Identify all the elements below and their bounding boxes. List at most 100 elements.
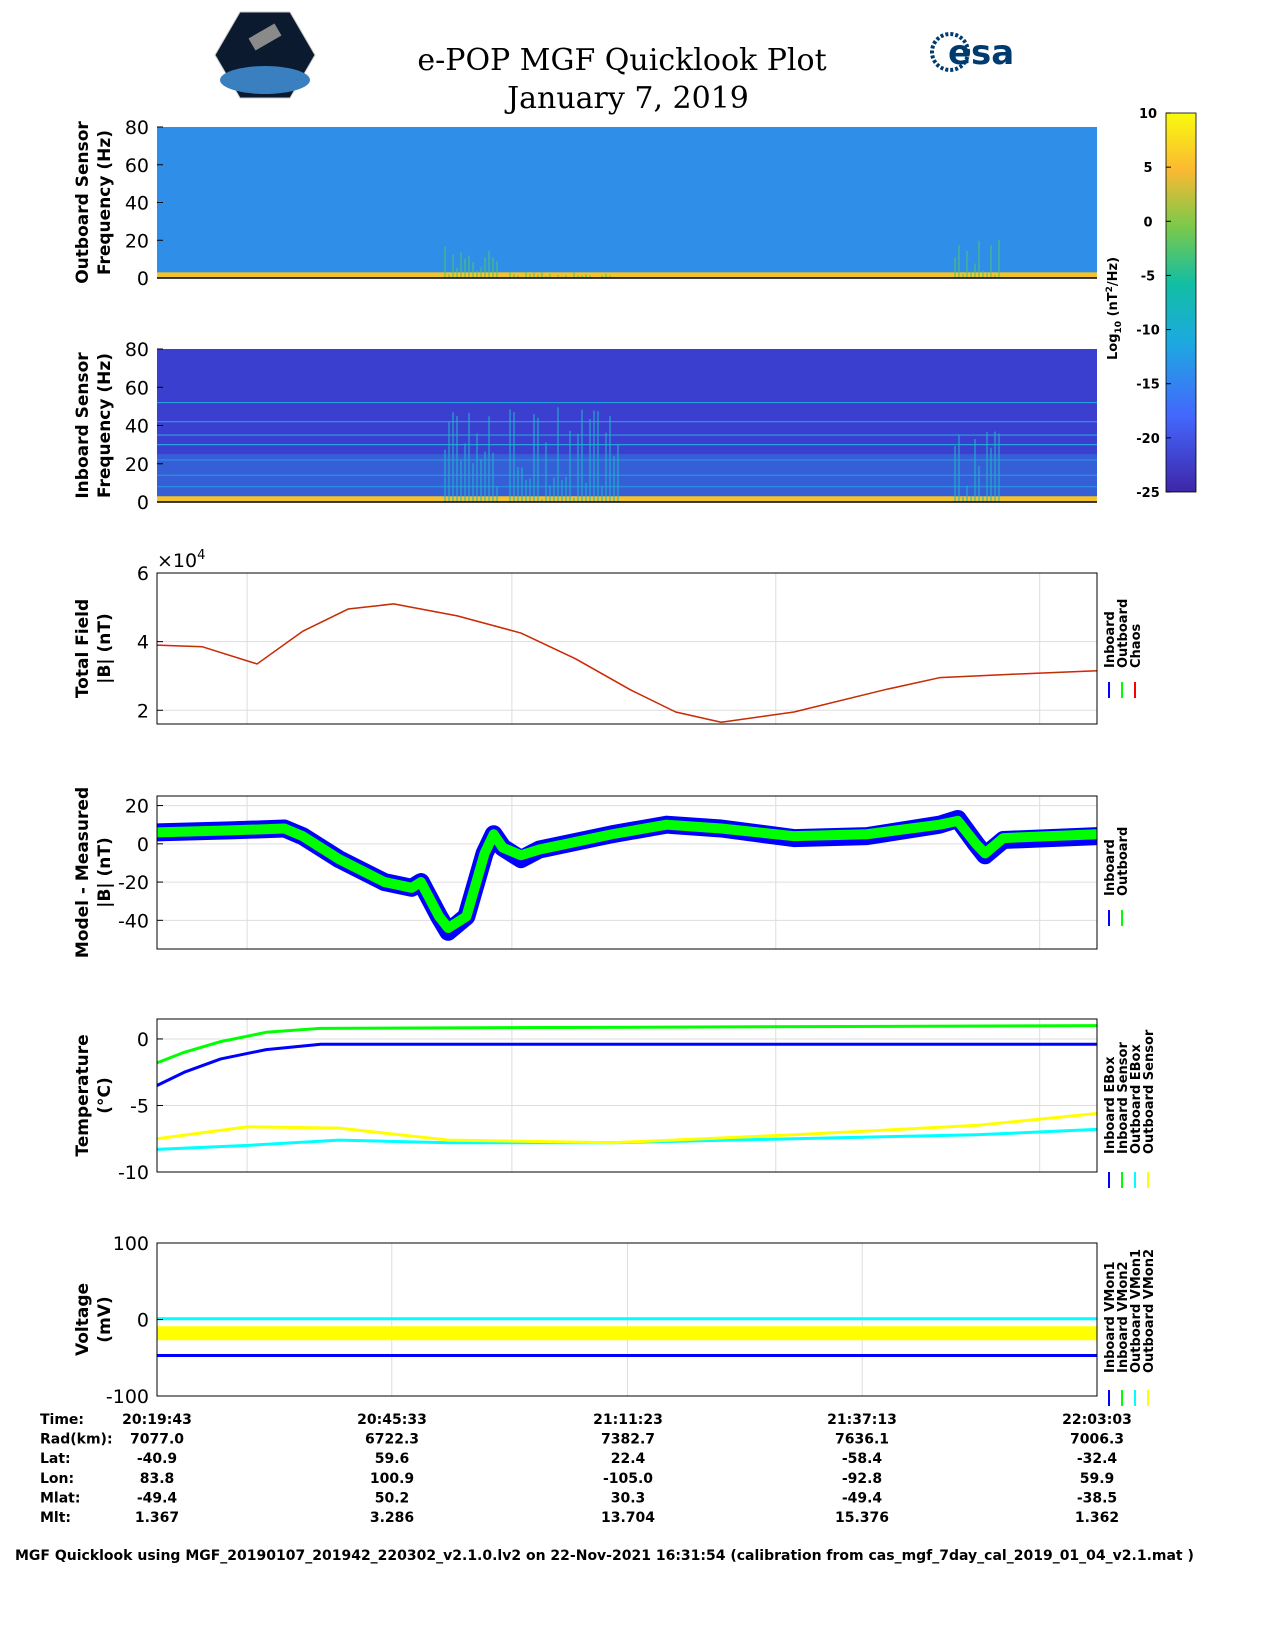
table-cell: 20:45:33 xyxy=(357,1412,427,1428)
y-tick-label: 2 xyxy=(137,700,149,722)
legend-label: Outboard VMon2 xyxy=(1142,1249,1157,1373)
spectrogram-lowband xyxy=(157,454,1097,498)
colorbar: 10 5 0 -5 -10 -15 -20 -25 Log10 (nT2/Hz) xyxy=(1105,107,1196,501)
outboard-spec-panel: 80 60 40 20 0 Outboard Sensor Frequency (Hz) xyxy=(73,117,1097,290)
table-cell: 22:03:03 xyxy=(1062,1412,1132,1428)
cassiope-logo xyxy=(215,12,315,98)
table-cell: 1.367 xyxy=(135,1510,179,1526)
colorbar-tick-label: 10 xyxy=(1139,107,1157,122)
table-cell: -49.4 xyxy=(842,1490,883,1506)
table-cell: 83.8 xyxy=(140,1471,175,1487)
total-field-panel: InboardOutboardChaos×104246Total Field |B… xyxy=(73,548,1144,724)
y-tick-label: 80 xyxy=(125,117,149,139)
colorbar-tick-label: 0 xyxy=(1143,215,1152,230)
y-tick-label: -40 xyxy=(118,910,149,932)
y-axis-label: |B| (nT) xyxy=(95,613,115,684)
table-cell: -32.4 xyxy=(1077,1451,1118,1467)
y-tick-label: 20 xyxy=(125,230,149,252)
y-tick-label: 0 xyxy=(137,492,149,514)
orbit-table: Time: Rad(km): Lat: Lon: Mlat: Mlt: 20:19:43 70… xyxy=(40,1412,1132,1526)
colorbar-tick-label: -5 xyxy=(1141,269,1155,284)
y-tick-label: 100 xyxy=(113,1233,149,1255)
legend-label: Outboard Sensor xyxy=(1142,1029,1157,1154)
footer-note: MGF Quicklook using MGF_20190107_201942_… xyxy=(15,1548,1194,1564)
table-cell: 22.4 xyxy=(611,1451,646,1467)
y-axis-label: |B| (nT) xyxy=(95,837,115,908)
legend-label: Chaos xyxy=(1129,624,1144,668)
table-row-label: Mlat: xyxy=(40,1490,80,1506)
y-multiplier: ×104 xyxy=(157,548,205,572)
y-tick-label: 0 xyxy=(137,1310,149,1332)
table-cell: -38.5 xyxy=(1077,1490,1117,1506)
table-cell: 3.286 xyxy=(370,1510,414,1526)
plot-area xyxy=(157,573,1097,724)
table-cell: 21:11:23 xyxy=(593,1412,663,1428)
table-cell: 7636.1 xyxy=(835,1432,889,1448)
table-row-label: Time: xyxy=(40,1412,84,1428)
table-cell: 59.6 xyxy=(375,1451,410,1467)
colorbar-tick-label: -20 xyxy=(1136,432,1160,447)
table-row-label: Rad(km): xyxy=(40,1432,113,1448)
y-tick-label: -20 xyxy=(118,872,149,894)
table-cell: 7077.0 xyxy=(130,1432,184,1448)
y-axis-label: Total Field xyxy=(73,599,93,698)
y-tick-label: 0 xyxy=(137,1029,149,1051)
colorbar-tick-label: -10 xyxy=(1136,324,1160,339)
plot-area xyxy=(157,1019,1097,1172)
y-axis-label: Frequency (Hz) xyxy=(95,130,115,275)
table-cell: 50.2 xyxy=(375,1490,410,1506)
table-cell: -105.0 xyxy=(603,1471,653,1487)
y-axis-label: (°C) xyxy=(95,1077,115,1114)
table-cell: 30.3 xyxy=(611,1490,646,1506)
inboard-spec-panel: 806040200Inboard Sensor Frequency (Hz) xyxy=(73,339,1097,514)
table-cell: -40.9 xyxy=(137,1451,177,1467)
y-tick-label: -5 xyxy=(130,1095,149,1117)
table-cell: 7382.7 xyxy=(601,1432,655,1448)
y-tick-label: 60 xyxy=(125,377,149,399)
table-cell: -49.4 xyxy=(137,1490,178,1506)
y-tick-label: 40 xyxy=(125,193,149,215)
temperature-panel: Inboard EBoxInboard SensorOutboard EBoxO… xyxy=(73,1019,1157,1188)
colorbar-tick-label: 5 xyxy=(1143,161,1152,176)
table-cell: 6722.3 xyxy=(365,1432,419,1448)
esa-logo-text: esa xyxy=(948,33,1014,73)
table-cell: 100.9 xyxy=(370,1471,414,1487)
legend-label: Outboard xyxy=(1116,827,1131,896)
y-tick-label: 0 xyxy=(137,268,149,290)
y-tick-label: 20 xyxy=(125,796,149,818)
table-cell: 13.704 xyxy=(601,1510,655,1526)
y-tick-label: 0 xyxy=(137,834,149,856)
table-row-label: Mlt: xyxy=(40,1510,71,1526)
y-axis-label: Inboard Sensor xyxy=(73,352,93,499)
y-tick-label: 20 xyxy=(125,454,149,476)
table-cell: 1.362 xyxy=(1075,1510,1119,1526)
colorbar-tick-label: -15 xyxy=(1136,378,1160,393)
y-axis-label: (mV) xyxy=(95,1296,115,1342)
y-tick-label: -100 xyxy=(106,1386,149,1408)
table-cell: 59.9 xyxy=(1080,1471,1115,1487)
y-tick-label: 60 xyxy=(125,155,149,177)
table-cell: -92.8 xyxy=(842,1471,882,1487)
colorbar-label: Log10 (nT2/Hz) xyxy=(1105,257,1124,360)
y-axis-label: Temperature xyxy=(73,1034,93,1156)
table-cell: 20:19:43 xyxy=(122,1412,192,1428)
spectrogram-lowfreq-band xyxy=(157,272,1097,278)
plot-title: e-POP MGF Quicklook Plot xyxy=(417,43,826,78)
table-cell: 7006.3 xyxy=(1070,1432,1124,1448)
y-axis-label: Frequency (Hz) xyxy=(95,353,115,498)
table-cell: -58.4 xyxy=(842,1451,883,1467)
table-row-label: Lon: xyxy=(40,1471,74,1487)
y-axis-label: Model - Measured xyxy=(73,787,93,958)
esa-logo: esa xyxy=(932,33,1014,73)
y-tick-label: 6 xyxy=(137,563,149,585)
spectrogram-background xyxy=(157,127,1097,278)
y-tick-label: -10 xyxy=(118,1162,149,1184)
spectrogram-lowfreq-band xyxy=(157,496,1097,502)
table-cell: 21:37:13 xyxy=(827,1412,897,1428)
quicklook-figure: esa e-POP MGF Quicklook Plot January 7, … xyxy=(0,0,1275,1650)
plot-date: January 7, 2019 xyxy=(504,81,749,116)
y-tick-label: 40 xyxy=(125,416,149,438)
y-axis-label: Outboard Sensor xyxy=(73,121,93,284)
y-tick-label: 4 xyxy=(137,632,149,654)
y-axis-label: Voltage xyxy=(73,1283,93,1356)
